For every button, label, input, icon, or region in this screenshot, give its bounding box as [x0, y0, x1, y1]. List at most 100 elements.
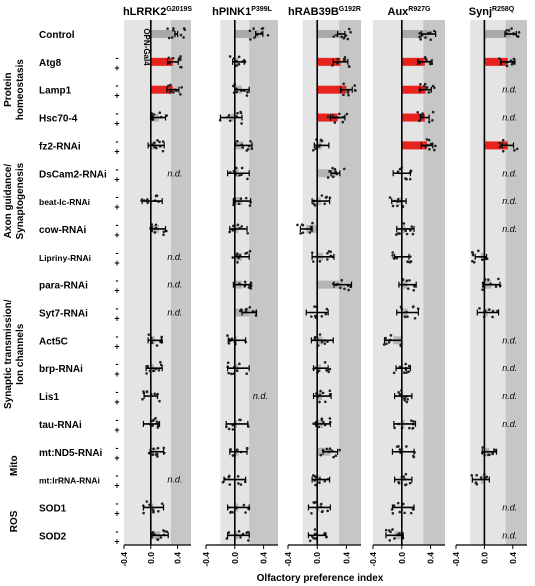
- data-point: [404, 483, 407, 487]
- data-point: [248, 204, 252, 207]
- data-point: [339, 286, 342, 290]
- data-point: [299, 232, 302, 235]
- data-point: [403, 511, 406, 515]
- data-point: [179, 33, 183, 37]
- gal4-minus: -: [116, 53, 119, 63]
- gal4-plus: +: [114, 425, 119, 435]
- data-point: [481, 258, 484, 261]
- data-point: [472, 261, 476, 264]
- data-point: [172, 27, 175, 30]
- data-point: [145, 390, 149, 393]
- row-label: DsCam2-RNAi: [39, 169, 107, 180]
- row-label: Lipriny-RNAi: [39, 253, 91, 263]
- data-point: [342, 167, 346, 171]
- data-point: [347, 64, 351, 68]
- data-point: [327, 250, 331, 253]
- data-point: [434, 144, 437, 148]
- data-point: [322, 420, 325, 424]
- data-point: [158, 399, 161, 403]
- data-point: [388, 196, 392, 199]
- data-point: [416, 307, 420, 311]
- data-point: [413, 316, 417, 320]
- data-point: [411, 427, 414, 430]
- data-point: [252, 27, 255, 30]
- data-point: [479, 476, 483, 479]
- data-point: [152, 447, 155, 451]
- gal4-minus: -: [116, 220, 119, 230]
- data-point: [236, 261, 239, 264]
- bar-aux-3: [401, 113, 425, 122]
- data-point: [240, 173, 243, 177]
- data-point: [481, 446, 485, 449]
- group-label: ROS: [9, 510, 20, 532]
- data-point: [408, 177, 412, 181]
- data-point: [319, 502, 323, 506]
- gal4-minus: -: [116, 109, 119, 119]
- bar-hrab39b-1: [317, 57, 341, 66]
- data-point: [332, 35, 335, 38]
- data-point: [237, 530, 241, 533]
- data-point: [347, 93, 350, 97]
- data-point: [510, 27, 513, 30]
- data-point: [391, 251, 394, 254]
- data-point: [342, 82, 345, 86]
- row-label: Lis1: [39, 392, 59, 403]
- data-point: [229, 510, 233, 514]
- nd-label: n.d.: [167, 252, 182, 262]
- data-point: [318, 481, 321, 485]
- data-point: [512, 62, 515, 65]
- data-point: [312, 202, 316, 206]
- data-point: [433, 148, 436, 152]
- data-point: [334, 170, 338, 173]
- data-point: [328, 169, 331, 173]
- data-point: [418, 62, 421, 65]
- data-point: [396, 232, 400, 235]
- data-point: [308, 231, 312, 234]
- data-point: [507, 29, 511, 32]
- data-point: [231, 428, 235, 431]
- data-point: [323, 342, 327, 345]
- data-point: [338, 448, 341, 452]
- row-label: Control: [39, 30, 75, 41]
- data-point: [169, 83, 172, 87]
- data-point: [491, 315, 494, 319]
- data-point: [228, 483, 232, 486]
- data-point: [407, 260, 410, 264]
- gal4-plus: +: [114, 230, 119, 240]
- x-tick-label: 0.0: [479, 552, 489, 564]
- data-point: [230, 337, 234, 341]
- data-point: [402, 222, 406, 225]
- nd-label: n.d.: [167, 280, 182, 290]
- data-point: [323, 532, 326, 535]
- x-tick-label: -0.4: [283, 552, 293, 567]
- data-point: [311, 148, 315, 152]
- data-point: [245, 94, 249, 97]
- row-label: brp-RNAi: [39, 364, 83, 375]
- data-point: [340, 35, 343, 39]
- gal4-plus: +: [114, 91, 119, 101]
- data-point: [388, 539, 392, 542]
- data-point: [516, 35, 520, 38]
- data-point: [180, 65, 183, 69]
- data-point: [228, 55, 232, 58]
- data-point: [308, 539, 312, 543]
- data-point: [244, 511, 247, 514]
- data-point: [427, 138, 431, 142]
- data-point: [312, 260, 315, 263]
- data-point: [237, 62, 241, 66]
- data-point: [498, 145, 502, 149]
- data-point: [328, 447, 332, 451]
- data-point: [320, 314, 324, 318]
- data-point: [245, 372, 248, 376]
- nd-label: n.d.: [502, 530, 517, 540]
- data-point: [319, 453, 323, 457]
- data-point: [182, 36, 185, 39]
- panel-title-hlrrk2: hLRRK2G2019S: [123, 6, 192, 18]
- data-point: [405, 177, 408, 181]
- gal4-plus: +: [114, 397, 119, 407]
- row-label: Atg8: [39, 58, 62, 69]
- data-point: [145, 372, 148, 375]
- data-point: [405, 400, 409, 404]
- data-point: [398, 510, 402, 514]
- data-point: [313, 305, 316, 308]
